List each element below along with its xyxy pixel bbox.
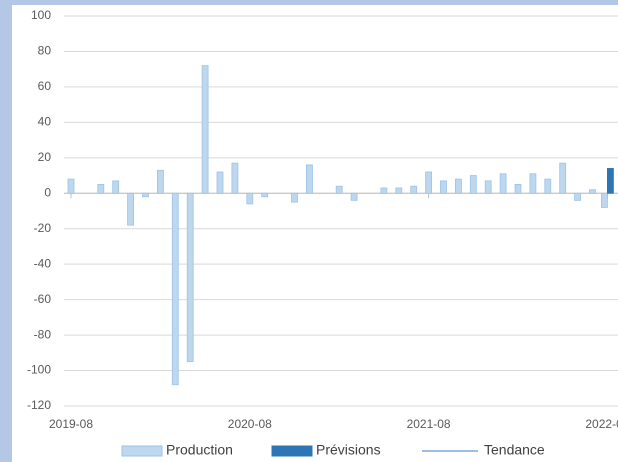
bar (544, 178, 552, 194)
legend-label: Prévisions (316, 442, 381, 458)
bar (589, 189, 596, 194)
bar (216, 171, 224, 194)
bar (156, 169, 164, 194)
bar (380, 187, 388, 194)
x-tick-label: 2019-08 (49, 417, 93, 431)
bar (469, 175, 477, 194)
bar (246, 192, 254, 205)
bar (484, 180, 492, 194)
bar (514, 184, 522, 194)
bar (574, 192, 581, 201)
y-tick-label: 100 (31, 8, 51, 22)
y-tick-label: -100 (27, 363, 51, 377)
bar (607, 168, 614, 194)
bar (410, 185, 418, 194)
y-tick-label: -40 (34, 256, 52, 270)
y-tick-label: 40 (38, 115, 52, 129)
bar (171, 192, 179, 386)
bar (529, 173, 537, 194)
bar (395, 187, 403, 194)
y-tick-label: 0 (44, 185, 51, 199)
x-tick-label: 2020-08 (228, 417, 272, 431)
bar (559, 162, 567, 194)
y-tick-label: -120 (27, 398, 51, 412)
legend-swatch (271, 445, 313, 457)
bar (601, 192, 608, 208)
bar (201, 65, 209, 194)
legend-swatch (121, 445, 163, 457)
legend: Production Prévisions Tendance (121, 442, 545, 458)
bar (335, 185, 343, 194)
legend-label: Production (166, 442, 233, 458)
bar (305, 164, 313, 194)
bar (142, 192, 149, 198)
bar (261, 192, 269, 198)
bar (454, 178, 462, 194)
bar (350, 192, 358, 201)
bar (67, 178, 75, 194)
x-tick-label: 2022-08 (585, 417, 618, 431)
bar (97, 184, 105, 194)
bar (291, 192, 298, 203)
y-tick-label: 60 (38, 79, 52, 93)
y-tick-label: -20 (34, 221, 52, 235)
bar (425, 171, 433, 194)
bar (231, 162, 239, 194)
bar (440, 180, 447, 194)
bar (186, 192, 194, 363)
x-tick-label: 2021-08 (407, 417, 451, 431)
legend-label: Tendance (484, 442, 545, 458)
bar (499, 173, 507, 194)
bar (127, 192, 134, 226)
y-tick-label: 80 (38, 44, 52, 58)
chart-panel (12, 5, 618, 462)
y-tick-label: -60 (34, 292, 52, 306)
y-tick-label: -80 (34, 327, 52, 341)
bar (112, 180, 120, 194)
y-tick-label: 20 (38, 150, 52, 164)
